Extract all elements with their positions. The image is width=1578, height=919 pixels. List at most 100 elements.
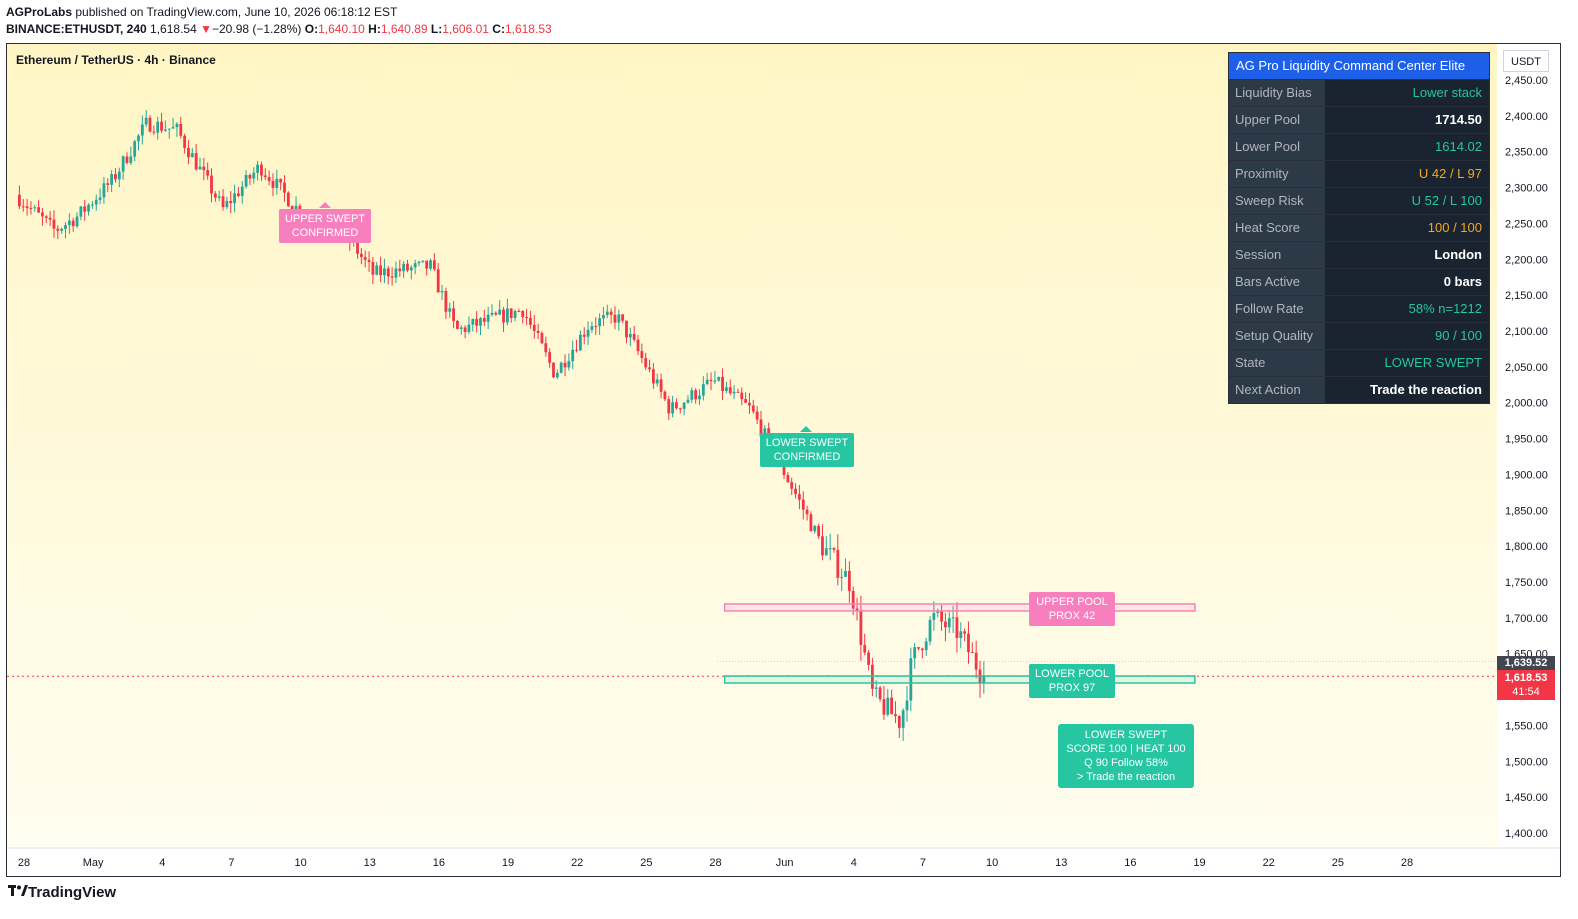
candle-body: [663, 391, 667, 400]
candle-body: [202, 166, 206, 171]
time-tick-label: 10: [986, 857, 998, 869]
low-label: L:: [430, 22, 443, 36]
panel-key: Session: [1229, 242, 1325, 268]
footer-brand[interactable]: TradingView: [8, 884, 116, 901]
candle-body: [690, 390, 694, 400]
candle-body: [874, 687, 878, 689]
candle-body: [982, 676, 986, 684]
ohlc-line: BINANCE:ETHUSDT, 240 1,618.54 ▼−20.98 (−…: [6, 22, 552, 36]
candle-body: [609, 311, 613, 315]
summary-line3: Q 90 Follow 58%: [1084, 757, 1168, 769]
time-tick-label: 7: [920, 857, 926, 869]
candle-body: [413, 263, 417, 268]
candle-body: [701, 384, 705, 396]
candle-body: [525, 317, 528, 319]
candle-body: [252, 172, 256, 179]
lower-swept-line2: CONFIRMED: [773, 451, 841, 463]
price-tick-label: 2,050.00: [1505, 362, 1548, 374]
chart-frame[interactable]: 1,400.001,450.001,500.001,550.001,600.00…: [6, 43, 1561, 877]
publisher-name: AGProLabs: [6, 5, 73, 19]
panel-row: Session London: [1229, 241, 1489, 268]
chart-title: Ethereum / TetherUS · 4h · Binance: [16, 53, 216, 67]
price-tick-label: 2,300.00: [1505, 183, 1548, 195]
candle-body: [459, 327, 463, 329]
candle-body: [932, 612, 936, 620]
change-text: −20.98 (−1.28%): [212, 22, 302, 36]
published-text: published on TradingView.com, June 10, 2…: [75, 5, 398, 19]
candle-body: [828, 548, 832, 550]
candle-body: [125, 156, 129, 163]
candle-body: [498, 309, 502, 315]
price-tick-label: 1,950.00: [1505, 434, 1548, 446]
panel-key: Proximity: [1229, 161, 1325, 187]
candle-body: [229, 200, 233, 204]
candle-body: [644, 357, 648, 368]
candle-body: [283, 182, 286, 193]
price-tick-label: 1,900.00: [1505, 469, 1548, 481]
last-price: 1,618.54: [150, 22, 197, 36]
candle-body: [686, 399, 690, 403]
candle-body: [409, 267, 413, 271]
candle-body: [740, 392, 744, 400]
candle-body: [840, 576, 844, 578]
candle-body: [467, 324, 471, 333]
price-tick-label: 2,450.00: [1505, 75, 1548, 87]
candle-body: [456, 320, 459, 329]
candle-body: [275, 178, 279, 188]
candle-body: [56, 228, 60, 231]
candle-body: [17, 194, 21, 207]
candle-body: [248, 174, 252, 179]
candle-body: [594, 326, 598, 328]
panel-value: Lower stack: [1325, 80, 1489, 106]
candle-body: [867, 652, 870, 665]
last-price-value: 1,618.53: [1504, 672, 1548, 684]
time-tick-label: 13: [1055, 857, 1067, 869]
time-axis: 28 May 4 7 10 13 16 19 22 25 28 Jun 4 7 10 13 16 19 22 25 28: [7, 847, 1560, 869]
overlays-group: [7, 202, 1497, 684]
candle-body: [106, 183, 110, 185]
candle-body: [582, 334, 586, 337]
price-tick-label: 2,150.00: [1505, 290, 1548, 302]
candle-body: [225, 200, 229, 208]
candle-body: [133, 141, 137, 157]
candle-body: [402, 263, 406, 272]
candle-body: [905, 700, 909, 711]
candle-body: [863, 645, 867, 653]
candle-body: [782, 460, 786, 475]
time-tick-label: 19: [1193, 857, 1205, 869]
candle-body: [567, 361, 571, 368]
candle-body: [490, 312, 494, 315]
candle-body: [179, 123, 183, 136]
currency-button[interactable]: USDT: [1503, 50, 1549, 72]
panel-row: Proximity U 42 / L 97: [1229, 160, 1489, 187]
candle-body: [41, 212, 44, 217]
candle-body: [675, 402, 678, 409]
candle-body: [517, 310, 521, 312]
time-tick-label: 16: [1124, 857, 1136, 869]
last-price-tag: 1,618.53 41:54: [1497, 670, 1555, 700]
upper-pool-label: UPPER POOL PROX 42: [1029, 592, 1115, 626]
candle-body: [156, 121, 160, 133]
time-tick-label: 7: [228, 857, 234, 869]
candle-body: [640, 351, 644, 358]
candle-body: [421, 260, 425, 262]
candle-body: [940, 611, 943, 622]
candle-body: [748, 402, 751, 406]
candle-body: [763, 428, 767, 437]
candle-body: [548, 352, 552, 363]
candle-body: [452, 308, 455, 321]
candle-body: [98, 197, 102, 200]
open-value: 1,640.10: [318, 22, 365, 36]
price-tick-label: 2,350.00: [1505, 147, 1548, 159]
candle-body: [559, 362, 563, 373]
candle-body: [717, 376, 721, 381]
candle-body: [967, 633, 970, 653]
candle-body: [117, 171, 121, 180]
panel-key: Sweep Risk: [1229, 188, 1325, 214]
candle-body: [667, 399, 671, 414]
candle-body: [94, 199, 98, 205]
upper-swept-line2: CONFIRMED: [291, 227, 359, 239]
panel-value: LOWER SWEPT: [1325, 350, 1489, 376]
candle-body: [555, 372, 559, 378]
panel-row: Setup Quality 90 / 100: [1229, 322, 1489, 349]
